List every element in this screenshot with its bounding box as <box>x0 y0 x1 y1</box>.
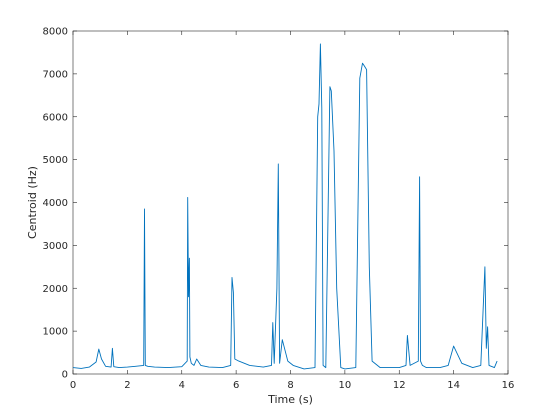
y-tick-label: 8000 <box>43 27 68 38</box>
plot-area <box>72 43 498 370</box>
y-axis-label: Centroid (Hz) <box>26 166 39 239</box>
y-tick-label: 2000 <box>43 284 68 295</box>
y-axis-ticks: 0 1000 2000 3000 4000 5000 6000 7000 8000 <box>43 27 508 381</box>
series-line-0 <box>72 43 498 370</box>
y-tick-label: 7000 <box>43 69 68 80</box>
y-tick-label: 1000 <box>43 327 68 338</box>
y-tick-label: 4000 <box>43 198 68 209</box>
y-tick-label: 0 <box>62 370 68 381</box>
y-tick-label: 3000 <box>43 241 68 252</box>
y-tick-label: 6000 <box>43 112 68 123</box>
x-tick-label: 12 <box>393 380 406 391</box>
axes-frame <box>72 30 509 375</box>
x-axis-ticks: 0 2 4 6 8 10 12 14 16 <box>70 31 515 391</box>
axes-box <box>72 30 509 375</box>
x-tick-label: 14 <box>447 380 460 391</box>
x-tick-label: 16 <box>502 380 515 391</box>
x-axis-label: Time (s) <box>267 393 313 406</box>
x-tick-label: 10 <box>339 380 352 391</box>
x-tick-label: 2 <box>124 380 130 391</box>
x-tick-label: 0 <box>70 380 76 391</box>
x-tick-label: 8 <box>287 380 293 391</box>
x-tick-label: 4 <box>179 380 185 391</box>
y-tick-label: 5000 <box>43 155 68 166</box>
x-tick-label: 6 <box>233 380 239 391</box>
